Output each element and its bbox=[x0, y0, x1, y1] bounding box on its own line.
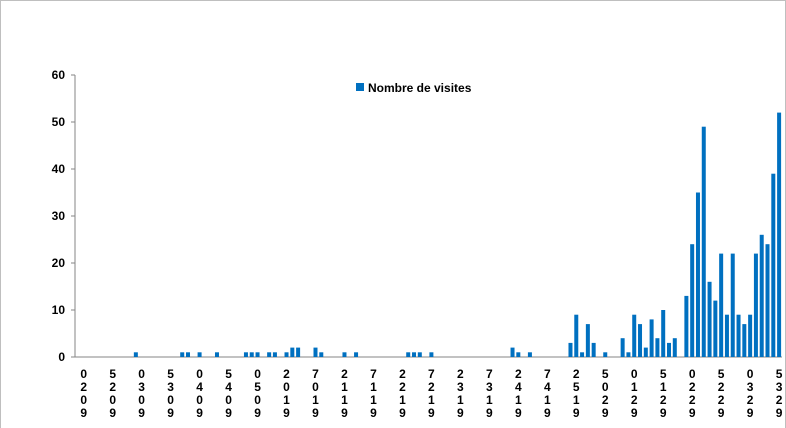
bar bbox=[620, 338, 625, 357]
bar bbox=[672, 338, 677, 357]
bar bbox=[649, 319, 654, 357]
bar bbox=[742, 324, 747, 357]
bar bbox=[736, 314, 741, 357]
bar bbox=[661, 310, 666, 357]
bar bbox=[406, 352, 411, 357]
bar bbox=[180, 352, 185, 357]
bar bbox=[510, 347, 515, 357]
legend-swatch bbox=[356, 83, 364, 91]
bar bbox=[777, 112, 782, 357]
bar bbox=[272, 352, 277, 357]
bar bbox=[412, 352, 417, 357]
y-tick-label: 10 bbox=[52, 303, 66, 317]
bar bbox=[765, 244, 770, 357]
bar bbox=[197, 352, 202, 357]
bar bbox=[354, 352, 359, 357]
bar bbox=[214, 352, 219, 357]
bar bbox=[133, 352, 138, 357]
bar bbox=[417, 352, 422, 357]
bar bbox=[255, 352, 260, 357]
bar bbox=[342, 352, 347, 357]
bar bbox=[568, 342, 573, 357]
bar bbox=[516, 352, 521, 357]
bar bbox=[296, 347, 301, 357]
bar bbox=[290, 347, 295, 357]
bar bbox=[730, 253, 735, 357]
bar bbox=[267, 352, 272, 357]
bar bbox=[748, 314, 753, 357]
legend-label: Nombre de visites bbox=[368, 81, 472, 95]
bar bbox=[643, 347, 648, 357]
bar bbox=[429, 352, 434, 357]
bar bbox=[719, 253, 724, 357]
y-tick-label: 30 bbox=[52, 209, 66, 223]
bar bbox=[713, 300, 718, 357]
bar bbox=[580, 352, 585, 357]
bar bbox=[707, 281, 712, 357]
y-tick-label: 60 bbox=[52, 68, 66, 82]
bar bbox=[626, 352, 631, 357]
bar bbox=[603, 352, 608, 357]
bar bbox=[319, 352, 324, 357]
bar bbox=[313, 347, 318, 357]
bar bbox=[591, 342, 596, 357]
bar bbox=[666, 342, 671, 357]
bar bbox=[771, 173, 776, 357]
bar bbox=[284, 352, 289, 357]
bar bbox=[724, 314, 729, 357]
y-tick-label: 0 bbox=[58, 350, 65, 364]
bar bbox=[638, 324, 643, 357]
bar bbox=[243, 352, 248, 357]
bar bbox=[655, 338, 660, 357]
bar bbox=[574, 314, 579, 357]
bar bbox=[249, 352, 254, 357]
y-tick-label: 20 bbox=[52, 256, 66, 270]
bar bbox=[186, 352, 191, 357]
bar bbox=[684, 295, 689, 357]
bar bbox=[690, 244, 695, 357]
bar bbox=[695, 192, 700, 357]
bar bbox=[527, 352, 532, 357]
bar bbox=[701, 126, 706, 357]
y-tick-label: 40 bbox=[52, 162, 66, 176]
bar bbox=[759, 234, 764, 357]
y-tick-label: 50 bbox=[52, 115, 66, 129]
bar bbox=[753, 253, 758, 357]
bar bbox=[632, 314, 637, 357]
bar bbox=[585, 324, 590, 357]
